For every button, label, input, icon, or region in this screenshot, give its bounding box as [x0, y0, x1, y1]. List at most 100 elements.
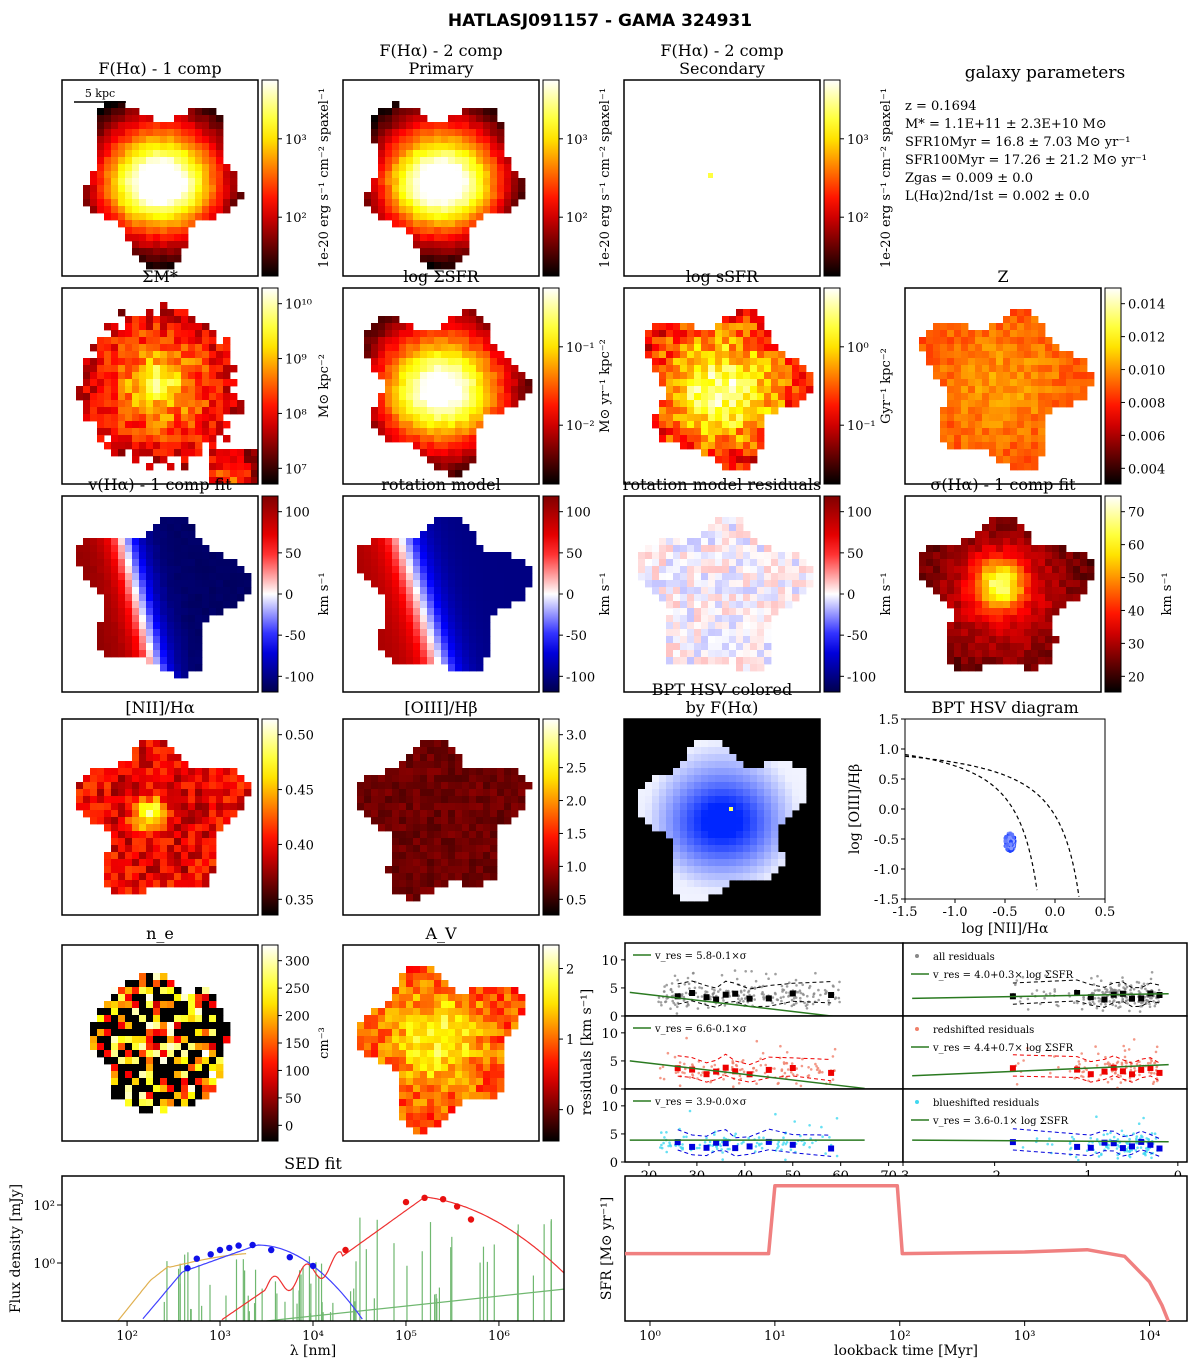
- map-pixel: [125, 122, 133, 130]
- colorbar-tick-label: -100: [285, 670, 314, 685]
- map-pixel: [427, 657, 435, 665]
- colorbar-tick-label: 70: [1128, 506, 1145, 521]
- map-pixel: [146, 838, 154, 846]
- map-pixel: [181, 608, 189, 616]
- map-pixel: [736, 866, 744, 874]
- map-pixel: [146, 164, 154, 172]
- map-pixel: [708, 428, 716, 436]
- map-pixel: [371, 199, 379, 207]
- map-pixel: [118, 1036, 126, 1044]
- map-pixel: [385, 330, 393, 338]
- map-pixel: [441, 372, 449, 380]
- map-pixel: [1045, 379, 1053, 387]
- map-pixel: [476, 817, 484, 825]
- map-pixel: [364, 775, 372, 783]
- map-pixel: [652, 330, 660, 338]
- map-pixel: [469, 531, 477, 539]
- map-pixel: [1024, 400, 1032, 408]
- colorbar-tick-label: 50: [285, 547, 302, 562]
- map-pixel: [982, 538, 990, 546]
- map-pixel: [483, 393, 491, 401]
- map-pixel: [666, 351, 674, 359]
- map-pixel: [118, 580, 126, 588]
- map-pixel: [125, 192, 133, 200]
- map-pixel: [1045, 400, 1053, 408]
- map-pixel: [125, 775, 133, 783]
- map-pixel: [715, 400, 723, 408]
- map-pixel: [1024, 650, 1032, 658]
- map-pixel: [469, 768, 477, 776]
- map-pixel: [1003, 643, 1011, 651]
- map-pixel: [427, 414, 435, 422]
- map-pixel: [933, 545, 941, 553]
- map-pixel: [378, 206, 386, 214]
- map-pixel: [413, 866, 421, 874]
- map-pixel: [715, 747, 723, 755]
- map-pixel: [1010, 524, 1018, 532]
- map-pixel: [926, 337, 934, 345]
- map-pixel: [989, 442, 997, 450]
- map-pixel: [413, 178, 421, 186]
- map-pixel: [729, 831, 737, 839]
- map-pixel: [111, 1008, 119, 1016]
- map-pixel: [420, 545, 428, 553]
- map-pixel: [153, 789, 161, 797]
- map-pixel: [1010, 386, 1018, 394]
- map-pixel: [118, 824, 126, 832]
- map-pixel: [715, 386, 723, 394]
- map-pixel: [153, 852, 161, 860]
- map-pixel: [167, 643, 175, 651]
- map-pixel: [104, 594, 112, 602]
- map-pixel: [111, 351, 119, 359]
- map-pixel: [701, 782, 709, 790]
- map-pixel: [181, 994, 189, 1002]
- map-pixel: [188, 435, 196, 443]
- map-pixel: [364, 545, 372, 553]
- map-pixel: [420, 122, 428, 130]
- map-pixel: [982, 650, 990, 658]
- map-pixel: [216, 400, 224, 408]
- map-pixel: [420, 337, 428, 345]
- map-pixel: [139, 213, 147, 221]
- map-pixel: [1010, 414, 1018, 422]
- map-pixel: [982, 601, 990, 609]
- map-pixel: [469, 810, 477, 818]
- map-pixel: [1059, 386, 1067, 394]
- map-pixel: [371, 330, 379, 338]
- map-pixel: [420, 566, 428, 574]
- map-pixel: [708, 573, 716, 581]
- map-pixel: [1003, 636, 1011, 644]
- map-pixel: [940, 566, 948, 574]
- map-pixel: [413, 386, 421, 394]
- map-pixel: [666, 330, 674, 338]
- map-pixel: [715, 407, 723, 415]
- map-pixel: [736, 622, 744, 630]
- map-title: σ(Hα) - 1 comp fit: [930, 475, 1076, 494]
- map-pixel: [659, 330, 667, 338]
- map-pixel: [188, 143, 196, 151]
- map-pixel: [230, 803, 238, 811]
- map-pixel: [153, 414, 161, 422]
- map-pixel: [434, 650, 442, 658]
- map-pixel: [497, 566, 505, 574]
- map-pixel: [476, 122, 484, 130]
- map-pixel: [111, 407, 119, 415]
- map-pixel: [708, 615, 716, 623]
- map-pixel: [504, 817, 512, 825]
- map-pixel: [469, 838, 477, 846]
- map-pixel: [1017, 531, 1025, 539]
- map-pixel: [1024, 386, 1032, 394]
- map-pixel: [202, 358, 210, 366]
- map-pixel: [722, 761, 730, 769]
- map-pixel: [975, 622, 983, 630]
- map-pixel: [659, 365, 667, 373]
- map-pixel: [399, 643, 407, 651]
- map-pixel: [694, 358, 702, 366]
- map-pixel: [919, 573, 927, 581]
- map-pixel: [139, 636, 147, 644]
- map-pixel: [427, 566, 435, 574]
- map-pixel: [153, 262, 161, 270]
- map-pixel: [757, 636, 765, 644]
- map-pixel: [448, 657, 456, 665]
- map-pixel: [968, 330, 976, 338]
